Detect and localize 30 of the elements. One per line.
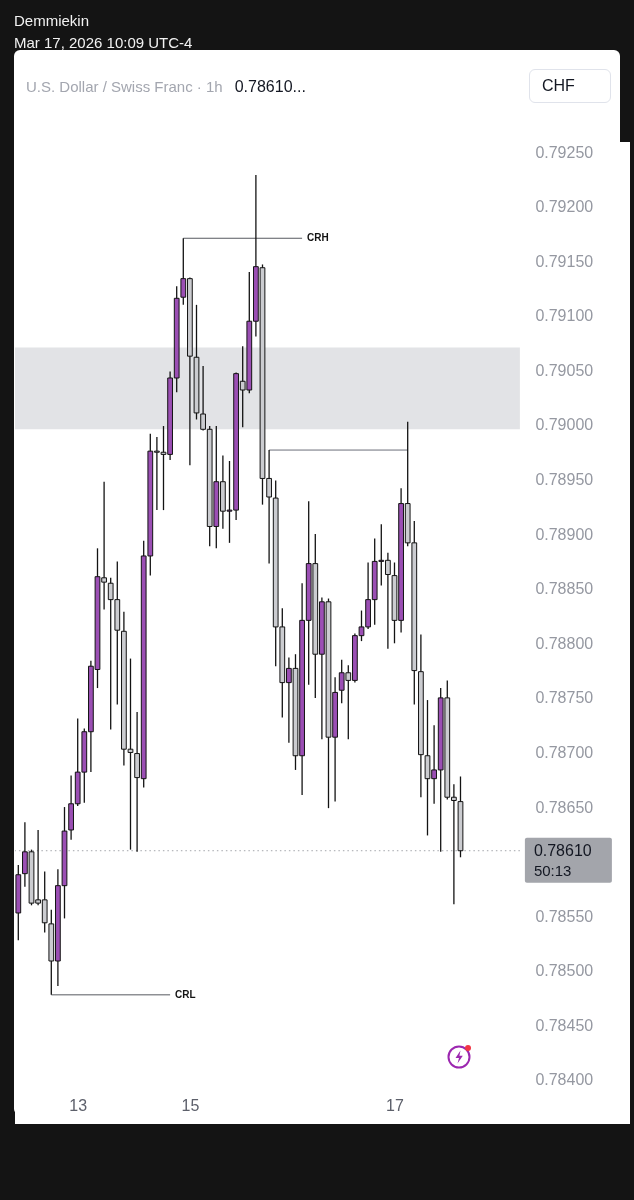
y-tick-label: 0.78950	[535, 471, 594, 489]
chart-subtitle: 0.78610...	[234, 78, 306, 95]
x-tick-label: 17	[386, 1097, 404, 1115]
y-tick-label: 0.78700	[535, 743, 594, 761]
y-tick-label: 0.78800	[535, 634, 594, 652]
y-tick-label: 0.78750	[535, 689, 594, 707]
x-tick-label: 15	[181, 1097, 200, 1115]
chart-title: U.S. Dollar / Swiss Franc · 1h	[26, 78, 223, 95]
y-tick-label: 0.79000	[535, 416, 594, 434]
ref-line-label: CRH	[307, 232, 329, 244]
text: Mar 17, 2026 10:09 UTC-4	[14, 33, 193, 53]
y-tick-label: 0.79050	[535, 361, 594, 379]
text: Demmiekin	[14, 11, 90, 31]
y-axis-title: CHF	[542, 77, 575, 95]
ref-line-label: 0.78610	[533, 841, 592, 859]
y-tick-label: 0.78550	[535, 907, 594, 925]
y-tick-label: 0.78450	[535, 1016, 594, 1034]
text: 50:13	[533, 861, 572, 879]
y-tick-label: 0.79100	[535, 307, 594, 325]
currency-box: CHF	[529, 69, 611, 103]
y-tick-label: 0.79150	[535, 252, 594, 270]
x-tick-label: 13	[69, 1097, 88, 1115]
y-tick-label: 0.78500	[535, 962, 594, 980]
y-tick-label: 0.78900	[535, 525, 594, 543]
y-tick-label: 0.79250	[535, 143, 594, 161]
y-tick-label: 0.78850	[535, 580, 594, 598]
ref-line-label: CRL	[175, 988, 196, 1000]
y-tick-label: 0.78400	[535, 1071, 594, 1089]
y-tick-label: 0.79200	[535, 198, 594, 216]
y-tick-label: 0.78650	[535, 798, 594, 816]
